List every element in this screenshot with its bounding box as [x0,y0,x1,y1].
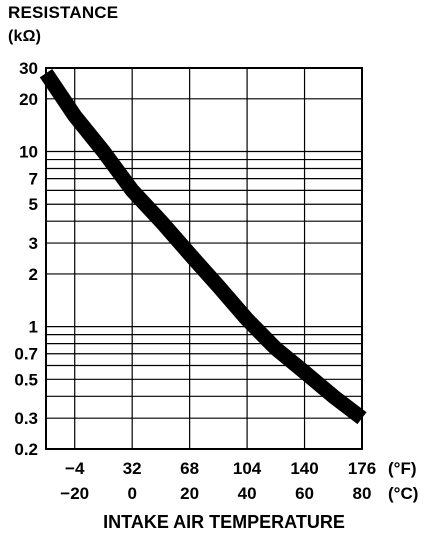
x-tick-label-c: 60 [295,484,314,503]
y-tick-label: 3 [29,234,38,253]
y-tick-label: 5 [29,195,38,214]
y-tick-label: 7 [29,170,38,189]
unit-label-f: (°F) [388,459,417,478]
y-tick-label: 0.2 [14,440,38,459]
y-tick-label: 0.7 [14,345,38,364]
x-tick-label-f: 32 [123,459,142,478]
x-tick-label-c: 20 [180,484,199,503]
plot-frame [45,67,363,450]
x-tick-label-f: 140 [290,459,318,478]
y-axis-unit: (kΩ) [8,28,42,45]
resistance-curve [39,69,367,425]
x-tick-label-c: 40 [238,484,257,503]
y-tick-label: 30 [19,59,38,78]
y-tick-label: 0.5 [14,370,38,389]
y-tick-label: 20 [19,90,38,109]
y-tick-label: 0.3 [14,409,38,428]
y-axis-title: RESISTANCE [8,3,119,22]
x-axis-title: INTAKE AIR TEMPERATURE [103,512,345,532]
x-tick-label-c: 0 [127,484,136,503]
x-tick-label-f: 176 [348,459,376,478]
unit-label-c: (°C) [388,484,418,503]
y-tick-label: 1 [29,318,38,337]
y-tick-label: 2 [29,265,38,284]
x-tick-label-f: 68 [180,459,199,478]
x-tick-label-f: 104 [233,459,262,478]
y-tick-label: 10 [19,143,38,162]
x-tick-label-f: −4 [65,459,85,478]
x-tick-label-c: −20 [60,484,89,503]
x-tick-label-c: 80 [353,484,372,503]
